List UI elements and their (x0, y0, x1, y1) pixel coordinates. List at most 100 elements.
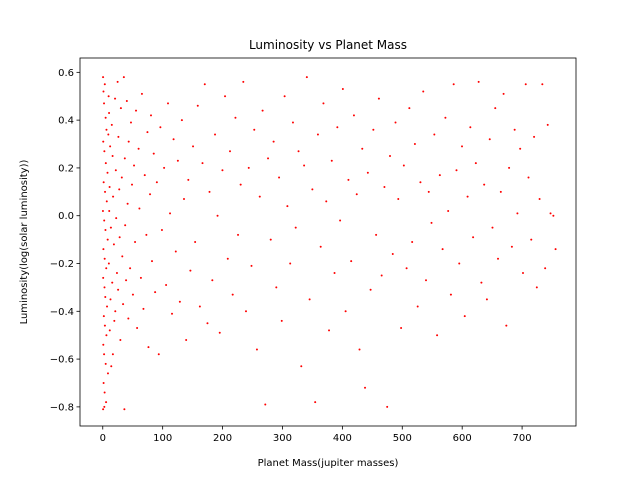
data-point (115, 272, 118, 275)
data-point (247, 166, 250, 169)
data-point (103, 324, 106, 327)
data-point (267, 157, 270, 160)
data-point (316, 133, 319, 136)
data-point (494, 107, 497, 110)
data-point (101, 209, 104, 212)
data-point (552, 214, 555, 217)
data-point (115, 217, 118, 220)
data-point (438, 174, 441, 177)
data-point (167, 102, 169, 105)
data-point (157, 353, 160, 356)
data-point (372, 128, 375, 131)
data-point (250, 264, 253, 267)
data-point (325, 200, 328, 203)
data-point (106, 171, 109, 174)
data-point (127, 140, 130, 143)
data-point (146, 131, 149, 134)
data-point (328, 329, 331, 332)
data-point (483, 183, 486, 186)
data-point (305, 76, 308, 79)
data-point (216, 214, 219, 217)
data-point (455, 169, 458, 172)
data-point (231, 293, 234, 296)
data-point (383, 186, 386, 189)
data-point (308, 298, 311, 301)
data-point (350, 260, 353, 263)
data-point (107, 95, 110, 98)
data-point (297, 150, 300, 153)
data-point (463, 315, 466, 318)
data-point (187, 178, 190, 181)
data-point (221, 169, 224, 172)
data-point (344, 310, 347, 313)
data-point (211, 279, 214, 282)
data-point (117, 288, 120, 291)
data-point (122, 303, 125, 306)
data-point (118, 236, 121, 239)
data-point (104, 295, 107, 298)
data-point (286, 205, 289, 208)
data-point (253, 128, 256, 131)
data-point (134, 241, 137, 243)
x-tick-label: 600 (453, 433, 472, 444)
data-point (278, 176, 281, 179)
data-point (123, 157, 126, 160)
data-point (527, 176, 530, 179)
data-point (109, 145, 112, 148)
x-tick-label: 200 (213, 433, 232, 444)
data-point (124, 224, 127, 227)
data-point (538, 197, 541, 200)
data-point (224, 95, 227, 98)
data-point (105, 334, 108, 337)
data-point (502, 92, 505, 95)
data-point (554, 248, 557, 251)
data-point (104, 362, 107, 365)
data-point (449, 293, 452, 296)
data-point (416, 305, 419, 308)
data-point (108, 186, 111, 189)
data-point (114, 169, 117, 172)
data-point (411, 241, 414, 243)
data-point (198, 305, 201, 308)
chart-title: Luminosity vs Planet Mass (249, 38, 407, 52)
data-point (203, 83, 206, 86)
data-point (192, 145, 195, 148)
data-point (497, 257, 500, 260)
data-point (280, 319, 283, 322)
data-point (333, 272, 336, 275)
data-point (108, 209, 111, 212)
y-tick-label: −0.8 (50, 402, 74, 413)
data-point (413, 143, 416, 146)
data-point (111, 353, 114, 356)
data-point (119, 107, 122, 110)
data-point (120, 176, 123, 179)
data-point (549, 212, 552, 215)
data-point (169, 212, 172, 215)
data-point (104, 229, 107, 232)
data-point (283, 95, 286, 98)
data-point (103, 286, 106, 289)
data-point (485, 298, 488, 301)
data-point (541, 83, 544, 86)
data-point (102, 408, 105, 411)
data-point (275, 286, 278, 289)
y-axis-ticks: −0.8 −0.6 −0.4 −0.2 0.0 0.2 0.4 0.6 (50, 68, 80, 413)
data-point (377, 97, 380, 100)
data-point (174, 250, 177, 253)
y-axis-label: Luminosity(log(solar luminosity)) (19, 159, 30, 324)
data-point (461, 145, 463, 148)
data-point (258, 195, 261, 198)
data-point (149, 114, 152, 117)
data-point (129, 267, 132, 270)
data-point (405, 267, 408, 270)
data-point (135, 109, 138, 112)
data-point (427, 190, 430, 193)
data-point (255, 348, 258, 351)
data-point (524, 83, 527, 86)
data-point (108, 329, 111, 332)
data-point (108, 111, 111, 114)
data-point (105, 128, 108, 131)
data-point (116, 80, 119, 83)
data-point (237, 233, 240, 236)
data-point (391, 252, 394, 255)
